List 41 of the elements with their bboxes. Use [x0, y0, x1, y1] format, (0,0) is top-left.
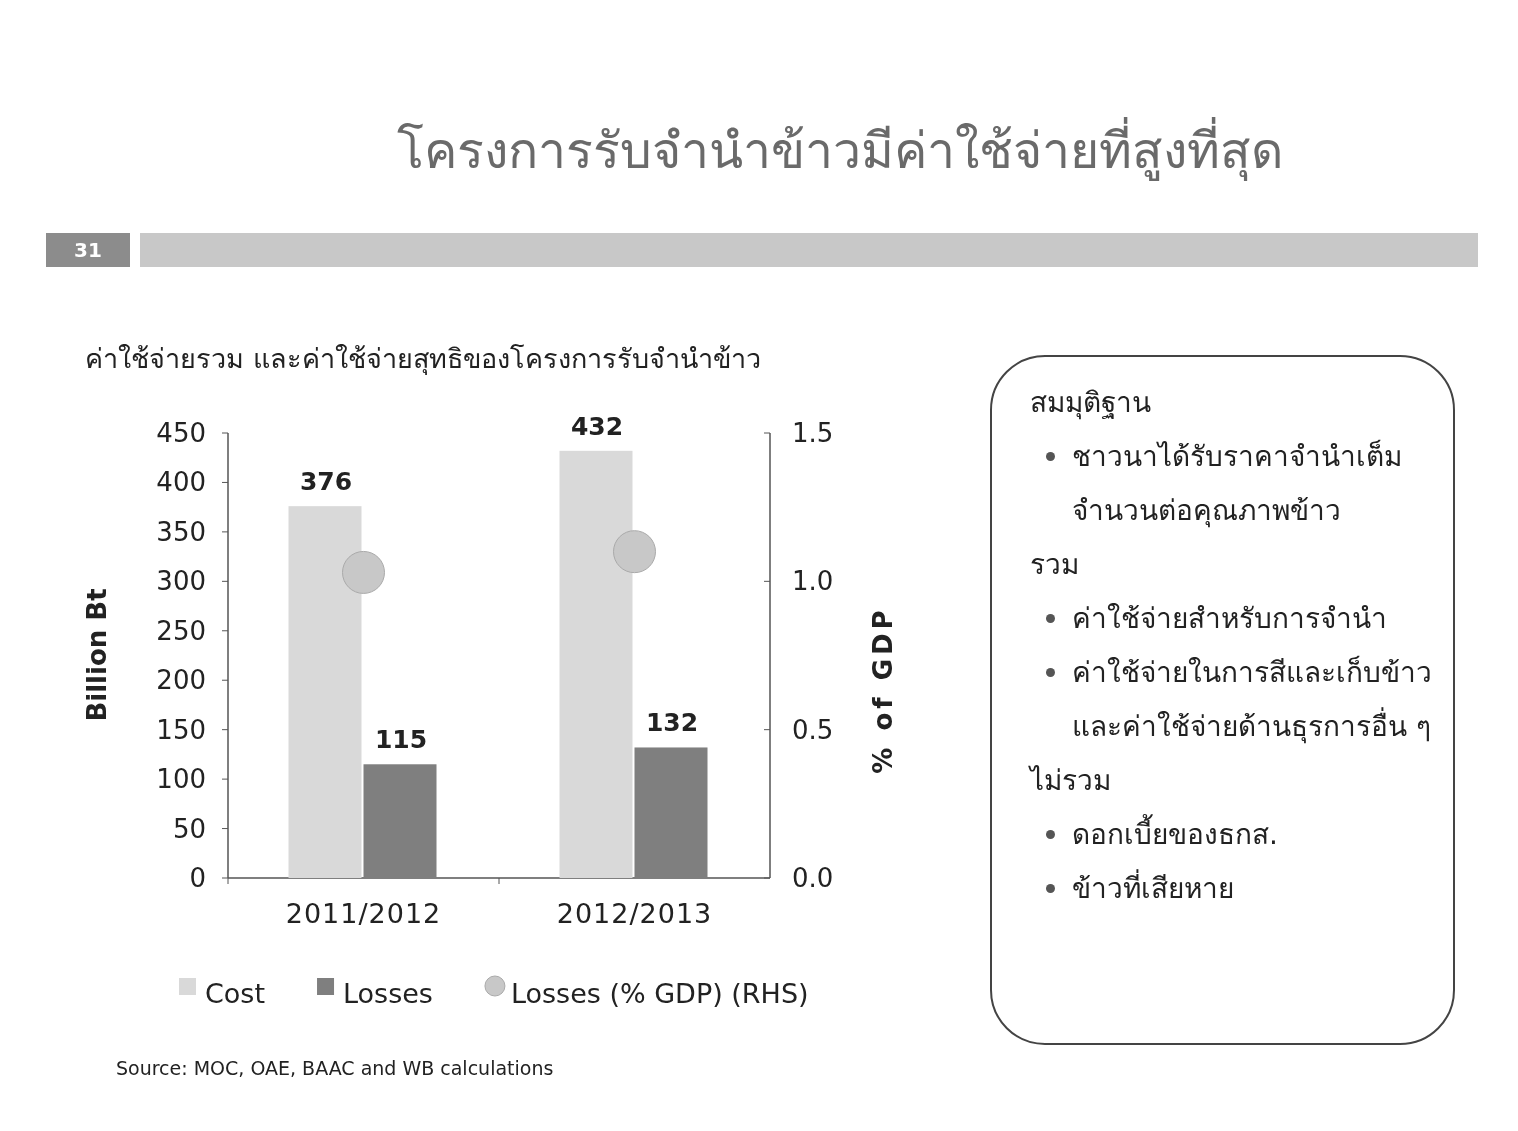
- text: ไม่รวม: [1030, 763, 1112, 799]
- y-tick-label: 150: [156, 714, 206, 745]
- text: สมมุติฐาน: [1030, 385, 1152, 422]
- bar: [559, 450, 633, 878]
- y-tick-label: 200: [156, 665, 206, 696]
- text: รวม: [1030, 547, 1080, 583]
- y-tick-label: 450: [156, 418, 206, 448]
- y-tick-label: 100: [156, 764, 206, 795]
- text: ชาวนาได้รับราคาจำนำเต็มจำนวนต่อคุณภาพข้าว: [1072, 438, 1403, 530]
- y2-tick-label: 0.5: [792, 714, 834, 745]
- y-tick-label: 0: [189, 863, 206, 893]
- bar: [288, 506, 362, 878]
- data-label: 115: [374, 725, 428, 755]
- text: 31: [74, 238, 102, 262]
- legend-label: Cost: [205, 978, 266, 1009]
- y2-tick-label: 1.5: [792, 418, 834, 448]
- data-label: 432: [570, 411, 624, 441]
- y2-tick-label: 1.0: [792, 566, 834, 597]
- text: ข้าวที่เสียหาย: [1072, 868, 1235, 907]
- text: ค่าใช้จ่ายสำหรับการจำนำ: [1072, 601, 1388, 637]
- y-tick-label: 400: [156, 467, 206, 498]
- y-tick-label: 350: [156, 516, 206, 547]
- chart-title: โครงการรับจำนำข้าวมีค่าใช้จ่ายที่สูงที่สุด: [397, 117, 1283, 181]
- y-tick-label: 250: [156, 615, 206, 646]
- y-tick-label: 300: [156, 566, 206, 597]
- data-label: 376: [299, 467, 353, 497]
- y2-tick-label: 0.0: [792, 863, 834, 893]
- data-label: 132: [645, 708, 699, 738]
- y2-axis-title: % of GDP: [868, 606, 898, 774]
- text: ดอกเบี้ยของธกส.: [1072, 813, 1279, 853]
- legend-label: Losses (% GDP) (RHS): [510, 978, 809, 1009]
- bar: [634, 747, 708, 878]
- bar: [363, 764, 437, 878]
- legend-label: Losses: [343, 978, 433, 1009]
- text: ค่าใช้จ่ายในการสีและเก็บข้าว และค่าใช้จ่ายด้านธุรการอื่น ๆ: [1072, 654, 1433, 746]
- source-note: Source: MOC, OAE, BAAC and WB calculations: [116, 1057, 554, 1079]
- y-tick-label: 50: [172, 813, 206, 844]
- x-tick-label: 2012/2013: [556, 898, 713, 929]
- y-axis-title: Billion Bt: [82, 588, 112, 722]
- chart-subtitle: ค่าใช้จ่ายรวม และค่าใช้จ่ายสุทธิของโครงการรับจำนำข้าว: [85, 343, 761, 376]
- x-tick-label: 2011/2012: [285, 898, 442, 929]
